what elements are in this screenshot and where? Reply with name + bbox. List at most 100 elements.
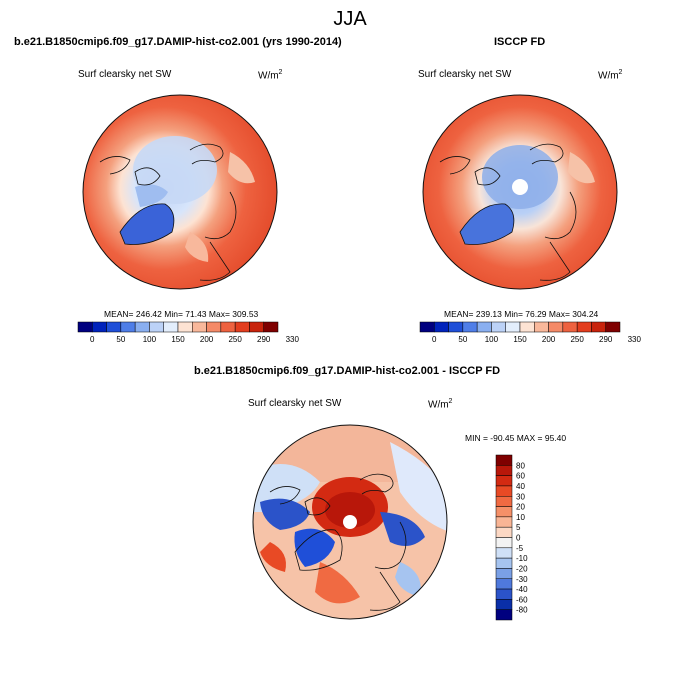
panel3-colorbar-swatch: [495, 496, 513, 507]
panel2-colorbar-swatch: [505, 321, 521, 333]
panel2-colorbar-swatch: [562, 321, 578, 333]
panel2-units: W/m2: [598, 69, 623, 82]
panel3-colorbar-swatch: [495, 537, 513, 549]
panel3-colorbar-swatch: [495, 506, 513, 518]
panel1-colorbar-swatch: [149, 321, 164, 333]
panel1-colorbar-swatch: [92, 321, 107, 333]
panel1-colorbar-tick-label: 200: [200, 335, 214, 344]
panel3-colorbar-swatch: [495, 609, 513, 621]
panel1-colorbar-swatch: [234, 321, 250, 333]
panel1-colorbar-tick-label: 100: [143, 335, 157, 344]
panel3-colorbar-tick-label: 20: [516, 503, 525, 512]
panel1-polar-map: [82, 94, 278, 290]
panel2-colorbar-swatch: [462, 321, 478, 333]
panel3-subtitle: Surf clearsky net SW: [248, 398, 342, 409]
panel1-colorbar-tick-label: 50: [116, 335, 125, 344]
panel2-colorbar-swatch: [519, 321, 535, 333]
panel2-colorbar-swatch: [476, 321, 492, 333]
panel1-colorbar-swatch: [120, 321, 136, 333]
panel3-colorbar-swatch: [495, 599, 513, 610]
panel1-colorbar-tick-label: 150: [171, 335, 185, 344]
panel1-colorbar-swatch: [192, 321, 207, 333]
panel3-colorbar-tick-label: 80: [516, 461, 525, 470]
panel3-colorbar-swatch: [495, 568, 513, 579]
panel2-colorbar-tick-label: 150: [513, 335, 527, 344]
panel3-colorbar-tick-label: -60: [516, 595, 528, 604]
panel2-colorbar-tick-label: 100: [485, 335, 499, 344]
panel3-colorbar-tick-label: 10: [516, 513, 525, 522]
panel3-colorbar-tick-label: 40: [516, 482, 525, 491]
panel3-colorbar-tick-label: -10: [516, 554, 528, 563]
panel1-colorbar-swatch: [220, 321, 236, 333]
panel3-colorbar-tick-label: -30: [516, 575, 528, 584]
panel1-colorbar-swatch: [134, 321, 150, 333]
panel3-coastlines: [269, 473, 407, 611]
panel3-colorbar-tick-label: -80: [516, 606, 528, 615]
panel3-colorbar-swatch: [495, 557, 513, 569]
panel2-colorbar-swatch: [605, 321, 621, 333]
panel3-colorbar-tick-label: 0: [516, 534, 521, 543]
panel2-stats: MEAN= 239.13 Min= 76.29 Max= 304.24: [444, 309, 599, 319]
panel2-colorbar: 0 50 100 150 200 250 290 330: [419, 321, 642, 344]
panel3-units: W/m2: [428, 398, 453, 411]
panel2-colorbar-swatch: [591, 321, 606, 333]
panel1-stats: MEAN= 246.42 Min= 71.43 Max= 309.53: [104, 309, 259, 319]
panel1-colorbar: 0 50 100 150 200 250 290 330: [77, 321, 300, 344]
panel2-colorbar-swatch: [419, 321, 435, 333]
panel1-colorbar-swatch: [163, 321, 179, 333]
panel2-coastlines: [439, 143, 577, 281]
panel3-colorbar-tick-label: -5: [516, 544, 524, 553]
panel2-colorbar-swatch: [548, 321, 564, 333]
panel2-subtitle: Surf clearsky net SW: [418, 69, 512, 80]
panel1-colorbar-tick-label: 0: [90, 335, 95, 344]
panel1-colorbar-tick-label: 290: [257, 335, 271, 344]
panel2-title: ISCCP FD: [494, 36, 546, 48]
panel2-colorbar-tick-label: 0: [432, 335, 437, 344]
panel3-colorbar-swatch: [495, 475, 513, 487]
panel1-colorbar-swatch: [263, 321, 279, 333]
panel2-colorbar-tick-label: 250: [570, 335, 584, 344]
panel2-colorbar-swatch: [534, 321, 549, 333]
panel2-colorbar-swatch: [576, 321, 592, 333]
panel2-colorbar-swatch: [491, 321, 506, 333]
panel3-colorbar-swatch: [495, 588, 513, 600]
panel3-colorbar-tick-label: 30: [516, 492, 525, 501]
panel3-colorbar-swatch: [495, 465, 513, 476]
panel1-title: b.e21.B1850cmip6.f09_g17.DAMIP-hist-co2.…: [14, 36, 342, 48]
panel3-colorbar-swatch: [495, 547, 513, 559]
panel1-colorbar-tick-label: 250: [228, 335, 242, 344]
polar-hole: [343, 515, 357, 529]
panel2-colorbar-tick-label: 50: [458, 335, 467, 344]
panel2-colorbar-swatch: [448, 321, 464, 333]
panel1-colorbar-swatch: [77, 321, 93, 333]
panel3-title: b.e21.B1850cmip6.f09_g17.DAMIP-hist-co2.…: [194, 365, 501, 377]
polar-hole: [512, 179, 528, 195]
panel3-colorbar-swatch: [495, 485, 513, 497]
panel2-colorbar-tick-label: 200: [542, 335, 556, 344]
panel1-colorbar-swatch: [106, 321, 122, 333]
panel3-colorbar-tick-label: -40: [516, 585, 528, 594]
panel3-colorbar-tick-label: -20: [516, 564, 528, 573]
panel3-stats: MIN = -90.45 MAX = 95.40: [465, 433, 567, 443]
panel3-colorbar-tick-label: 5: [516, 523, 521, 532]
panel1-colorbar-swatch: [249, 321, 264, 333]
greenland-region: [120, 203, 174, 245]
season-title: JJA: [333, 8, 367, 30]
panel3-colorbar-tick-label: 60: [516, 472, 525, 481]
panel2-colorbar-tick-label: 330: [628, 335, 642, 344]
panel2-polar-map: [422, 94, 618, 290]
panel1-colorbar-tick-label: 330: [286, 335, 300, 344]
panel1-subtitle: Surf clearsky net SW: [78, 69, 172, 80]
panel3-colorbar-swatch: [495, 454, 513, 466]
panel1-colorbar-swatch: [206, 321, 222, 333]
panel1-units: W/m2: [258, 69, 283, 82]
panel3-colorbar-swatch: [495, 578, 513, 590]
panel2-colorbar-swatch: [434, 321, 449, 333]
panel1-colorbar-swatch: [177, 321, 193, 333]
panel1-coastlines: [99, 143, 237, 281]
panel3-polar-map: [252, 424, 448, 620]
panel2-colorbar-tick-label: 290: [599, 335, 613, 344]
panel3-colorbar-swatch: [495, 516, 513, 528]
panel3-colorbar-swatch: [495, 526, 513, 538]
